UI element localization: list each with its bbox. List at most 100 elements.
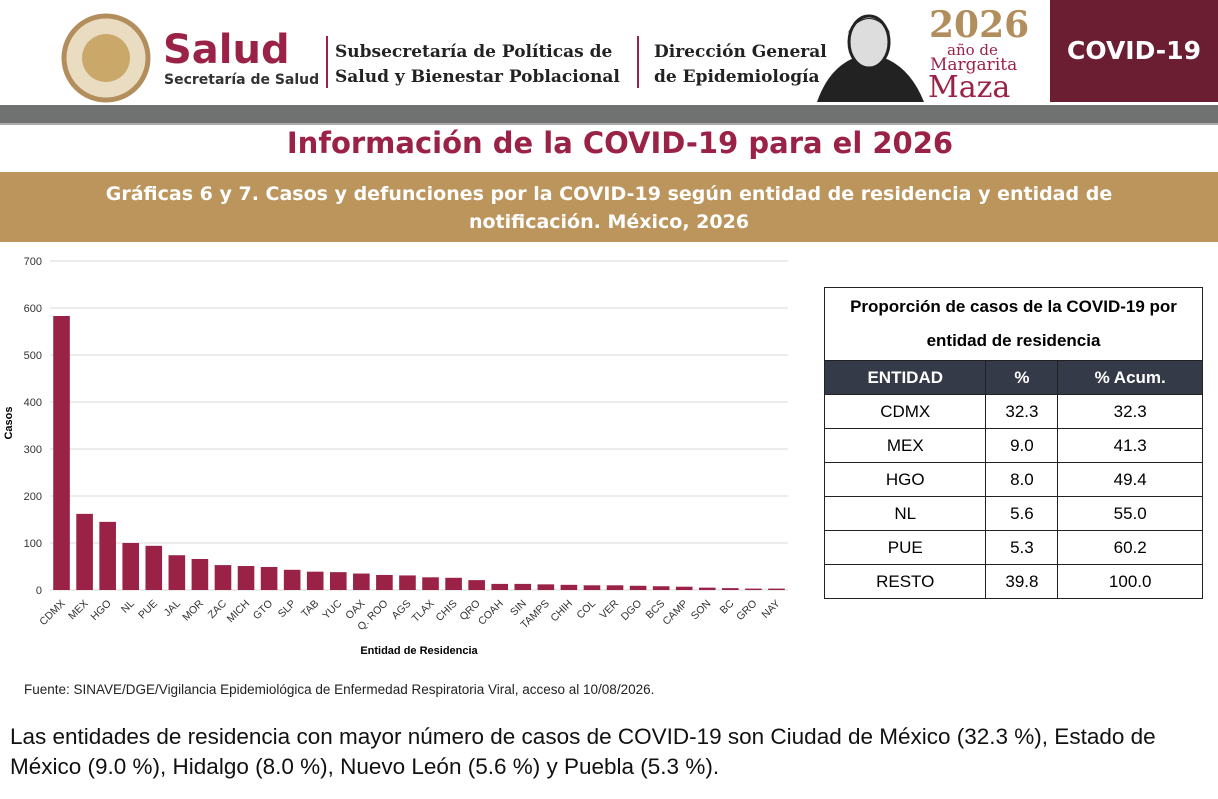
x-tick-label: AGS — [389, 598, 413, 622]
table-cell: 39.8 — [985, 564, 1059, 599]
x-tick-label: SLP — [276, 598, 299, 621]
bar — [122, 543, 140, 590]
bar — [675, 586, 693, 590]
table-row: NL 5.6 55.0 — [823, 496, 1203, 531]
bar — [306, 571, 324, 590]
y-tick-label: 100 — [24, 538, 42, 550]
y-tick-label: 200 — [24, 491, 42, 503]
office-line: de Epidemiología — [654, 67, 820, 87]
bar — [53, 315, 70, 590]
seal — [61, 13, 151, 103]
x-tick-label: PUE — [136, 598, 160, 622]
x-tick-label: DGO — [619, 598, 644, 623]
tag: COVID-19 — [1050, 0, 1218, 102]
source: Fuente: SINAVE/DGE/Vigilancia Epidemioló… — [24, 682, 655, 697]
table-row: HGO 8.0 49.4 — [823, 462, 1203, 497]
unit: Subsecretaría de Políticas de Salud y Bie… — [335, 40, 620, 90]
table-row: PUE 5.3 60.2 — [823, 530, 1203, 565]
bar — [606, 585, 624, 590]
bar — [237, 566, 255, 590]
y-tick-label: 300 — [24, 444, 42, 456]
x-tick-label: NAY — [759, 598, 782, 621]
x-tick-label: CDMX — [37, 598, 67, 628]
y-tick-label: 500 — [24, 350, 42, 362]
bar — [260, 566, 278, 590]
honoree-last: Maza — [928, 70, 1011, 105]
honoree-first: Margarita — [930, 55, 1018, 75]
x-tick-label: COL — [574, 598, 598, 622]
table-cell: 55.0 — [1057, 496, 1203, 531]
bar — [214, 565, 232, 590]
table-cell: 100.0 — [1057, 564, 1203, 599]
column-header: % — [985, 360, 1059, 395]
column-header: % Acum. — [1057, 360, 1203, 395]
table-title: Proporción de casos de la COVID-19 por e… — [824, 287, 1203, 361]
y-tick-label: 0 — [36, 585, 42, 597]
table-cell: 41.3 — [1057, 428, 1203, 463]
bar — [722, 588, 739, 590]
year: 2026 — [929, 4, 1030, 46]
x-tick-label: MOR — [180, 597, 206, 623]
x-tick-label: GTO — [251, 598, 275, 622]
table-cell: HGO — [823, 462, 987, 497]
x-tick-label: SON — [689, 598, 714, 623]
table-cell: 49.4 — [1057, 462, 1203, 497]
bar — [537, 584, 555, 590]
subtitle: Gráficas 6 y 7. Casos y defunciones por … — [0, 172, 1218, 242]
bar — [422, 577, 439, 590]
table-cell: PUE — [823, 530, 987, 565]
bar — [445, 577, 462, 590]
table-cell: 60.2 — [1057, 530, 1203, 565]
table-header-row: ENTIDAD%% Acum. — [823, 360, 1203, 395]
bar — [399, 575, 416, 590]
bar — [745, 588, 762, 590]
bar — [468, 580, 485, 590]
table-cell: 5.3 — [985, 530, 1059, 565]
x-axis-label: Entidad de Residencia — [360, 645, 478, 657]
bar — [768, 588, 785, 590]
bar — [629, 585, 647, 590]
table-cell: MEX — [823, 428, 987, 463]
bar — [491, 583, 509, 590]
bar — [376, 574, 393, 590]
bar — [514, 583, 532, 590]
bar — [168, 555, 186, 590]
x-tick-label: NL — [119, 598, 137, 616]
summary: Las entidades de residencia con mayor nú… — [10, 724, 1156, 779]
bar — [191, 558, 209, 590]
bar — [99, 521, 116, 590]
bar — [283, 569, 301, 590]
table-cell: CDMX — [823, 394, 987, 429]
x-tick-label: GRO — [734, 598, 759, 623]
brand-sub: Secretaría de Salud — [164, 72, 320, 88]
y-tick-label: 400 — [24, 397, 42, 409]
x-tick-label: CAMP — [660, 598, 690, 628]
y-tick-label: 600 — [24, 303, 42, 315]
table-row: MEX 9.0 41.3 — [823, 428, 1203, 463]
chart: Casos Entidad de Residencia 0 100 200 300 40… — [3, 256, 788, 657]
office: Dirección General de Epidemiología — [654, 40, 827, 90]
bar — [583, 585, 601, 590]
bar — [652, 586, 670, 590]
x-tick-label: YUC — [320, 597, 344, 621]
bar — [76, 513, 93, 590]
x-tick-label: MEX — [66, 598, 91, 623]
bar — [329, 572, 347, 590]
bar — [560, 584, 578, 590]
table-title-row: Proporción de casos de la COVID-19 por e… — [824, 287, 1203, 361]
x-tick-label: CHIS — [433, 598, 459, 624]
table-cell: 8.0 — [985, 462, 1059, 497]
table-cell: 32.3 — [985, 394, 1059, 429]
office-line: Dirección General — [654, 42, 827, 62]
year-sub: año de — [947, 41, 998, 59]
x-tick-label: VER — [597, 597, 621, 621]
table-cell: 32.3 — [1057, 394, 1203, 429]
x-tick-label: TAB — [299, 598, 321, 620]
table-row: RESTO 39.8 100.0 — [823, 564, 1203, 599]
x-tick-label: HGO — [88, 598, 113, 623]
table-cell: 5.6 — [985, 496, 1059, 531]
bar — [353, 573, 370, 590]
y-tick-label: 700 — [24, 256, 42, 268]
column-header: ENTIDAD — [823, 360, 987, 395]
